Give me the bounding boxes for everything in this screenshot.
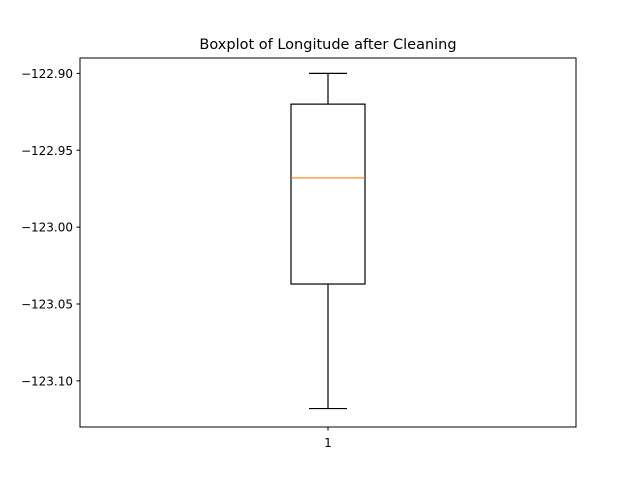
y-tick-label: −122.95 xyxy=(21,144,73,158)
box-group xyxy=(290,72,366,410)
iqr-box xyxy=(290,103,366,285)
y-axis: −122.90 −122.95 −123.00 −123.05 −123.10 xyxy=(21,67,80,388)
plot-frame xyxy=(79,57,577,428)
chart-title: Boxplot of Longitude after Cleaning xyxy=(199,37,456,53)
x-tick-label: 1 xyxy=(324,436,332,450)
y-tick-label: −123.10 xyxy=(21,374,73,388)
y-tick-label: −123.05 xyxy=(21,298,73,312)
box-1 xyxy=(290,72,366,410)
y-tick-label: −122.90 xyxy=(21,67,73,81)
y-tick-label: −123.00 xyxy=(21,221,73,235)
x-axis: 1 xyxy=(324,427,332,450)
